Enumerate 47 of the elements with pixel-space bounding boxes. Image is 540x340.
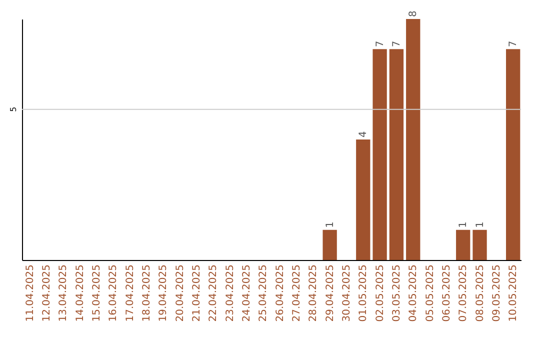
data-label: 1 [324,222,336,228]
x-tick-label: 25.04.2025 [258,264,270,322]
x-tick-label: 11.04.2025 [24,264,36,322]
x-tick-label: 05.05.2025 [424,264,436,322]
x-tick-label: 27.04.2025 [291,264,302,322]
x-tick-label: 14.04.2025 [74,264,86,322]
bar [372,49,387,260]
bar [506,49,520,260]
x-tick-label: 09.05.2025 [491,264,502,322]
x-tick-label: 03.05.2025 [391,264,402,322]
bar [456,230,470,260]
bar [389,49,404,260]
bar [472,230,487,260]
x-tick-label: 19.04.2025 [158,264,170,322]
x-tick-label: 08.05.2025 [474,264,486,322]
x-tick-label: 18.04.2025 [142,264,153,322]
x-tick-label: 24.04.2025 [242,264,253,322]
x-tick-label: 10.05.2025 [508,264,520,322]
data-label: 7 [508,40,520,48]
x-tick-label: 13.04.2025 [58,264,70,322]
data-label: 4 [358,131,370,138]
x-tick-label: 23.04.2025 [224,264,236,322]
data-label: 1 [474,222,486,228]
x-tick-label: 21.04.2025 [192,264,203,322]
data-label: 8 [408,10,420,17]
x-tick-label: 17.04.2025 [124,264,136,322]
data-label: 1 [458,222,470,228]
x-tick-label: 06.05.2025 [441,264,452,322]
bar [356,140,370,260]
data-label: 7 [391,40,402,48]
x-tick-label: 07.05.2025 [458,264,470,322]
bar [406,19,420,260]
x-tick-label: 28.04.2025 [308,264,320,322]
bar [322,230,337,260]
ref-line-label: 5 [9,106,18,112]
x-tick-label: 15.04.2025 [92,264,103,322]
x-tick-label: 26.04.2025 [274,264,286,322]
x-tick-label: 02.05.2025 [374,264,386,322]
x-tick-label: 16.04.2025 [108,264,120,322]
data-label: 7 [374,40,386,48]
x-tick-label: 29.04.2025 [324,264,336,322]
x-tick-label: 12.04.2025 [42,264,53,322]
x-tick-label: 01.05.2025 [358,264,370,322]
x-tick-label: 22.04.2025 [208,264,220,322]
x-tick-label: 20.04.2025 [174,264,186,322]
x-tick-label: 30.04.2025 [341,264,352,322]
x-tick-label: 04.05.2025 [408,264,420,322]
